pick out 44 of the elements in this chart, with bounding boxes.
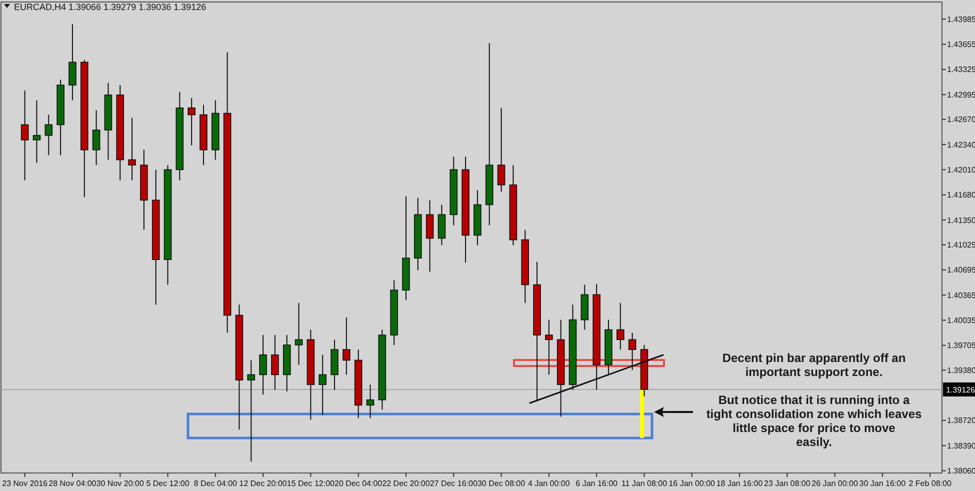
x-tick-label: 22 Dec 20:00	[382, 479, 430, 488]
chart-title: EURCAD,H4 1.39066 1.39279 1.39036 1.39126	[14, 2, 206, 12]
x-tick-label: 27 Dec 16:00	[430, 479, 478, 488]
candlestick	[342, 317, 350, 376]
x-tick-label: 28 Nov 04:00	[48, 479, 97, 488]
candlestick	[92, 110, 100, 166]
candlestick	[438, 204, 446, 246]
x-tick-label: 2 Feb 08:00	[908, 479, 952, 488]
x-tick-label: 30 Dec 08:00	[477, 479, 526, 488]
candlestick	[497, 107, 506, 192]
candlestick	[32, 100, 41, 164]
x-tick-label: 12 Dec 20:00	[239, 479, 288, 488]
x-tick-label: 20 Dec 04:00	[334, 479, 383, 488]
candlestick	[271, 334, 279, 390]
x-tick-label: 16 Jan 00:00	[668, 479, 716, 488]
annotation: Decent pin bar apparently off an important support zone.	[722, 351, 906, 379]
candlestick	[44, 114, 53, 156]
candlestick	[128, 117, 136, 181]
candlestick	[188, 98, 196, 146]
x-tick-label: 8 Dec 04:00	[194, 479, 238, 488]
candlestick	[366, 384, 374, 419]
x-tick-label: 30 Jan 16:00	[859, 479, 906, 488]
x-tick-label: 6 Jan 16:00	[576, 479, 618, 488]
x-tick-label: 30 Nov 20:00	[96, 479, 144, 488]
x-tick-label: 23 Nov 2016	[2, 479, 48, 488]
x-tick-label: 23 Jan 08:00	[764, 479, 811, 488]
candlestick	[628, 332, 636, 371]
candlestick	[616, 302, 624, 350]
annotation: But notice that it is running into a tight consolidation zone which leaves little space for price to move easily.	[706, 393, 922, 449]
ref-line-label: 1.39126	[946, 385, 975, 394]
candlestick	[20, 90, 29, 181]
x-tick-label: 18 Jan 16:00	[716, 479, 764, 488]
x-tick-label: 5 Dec 12:00	[146, 479, 190, 488]
candlestick	[294, 302, 303, 366]
x-tick-label: 26 Jan 00:00	[812, 479, 858, 488]
candlestick	[426, 200, 434, 272]
candlestick	[545, 319, 553, 376]
x-tick-label: 4 Jan 00:00	[528, 479, 570, 488]
candlestick	[318, 354, 327, 416]
candlestick	[68, 24, 76, 101]
candlestick	[259, 334, 267, 395]
candlestick	[247, 360, 256, 462]
x-tick-label: 15 Dec 12:00	[286, 479, 336, 488]
x-tick-label: 11 Jan 08:00	[621, 479, 668, 488]
